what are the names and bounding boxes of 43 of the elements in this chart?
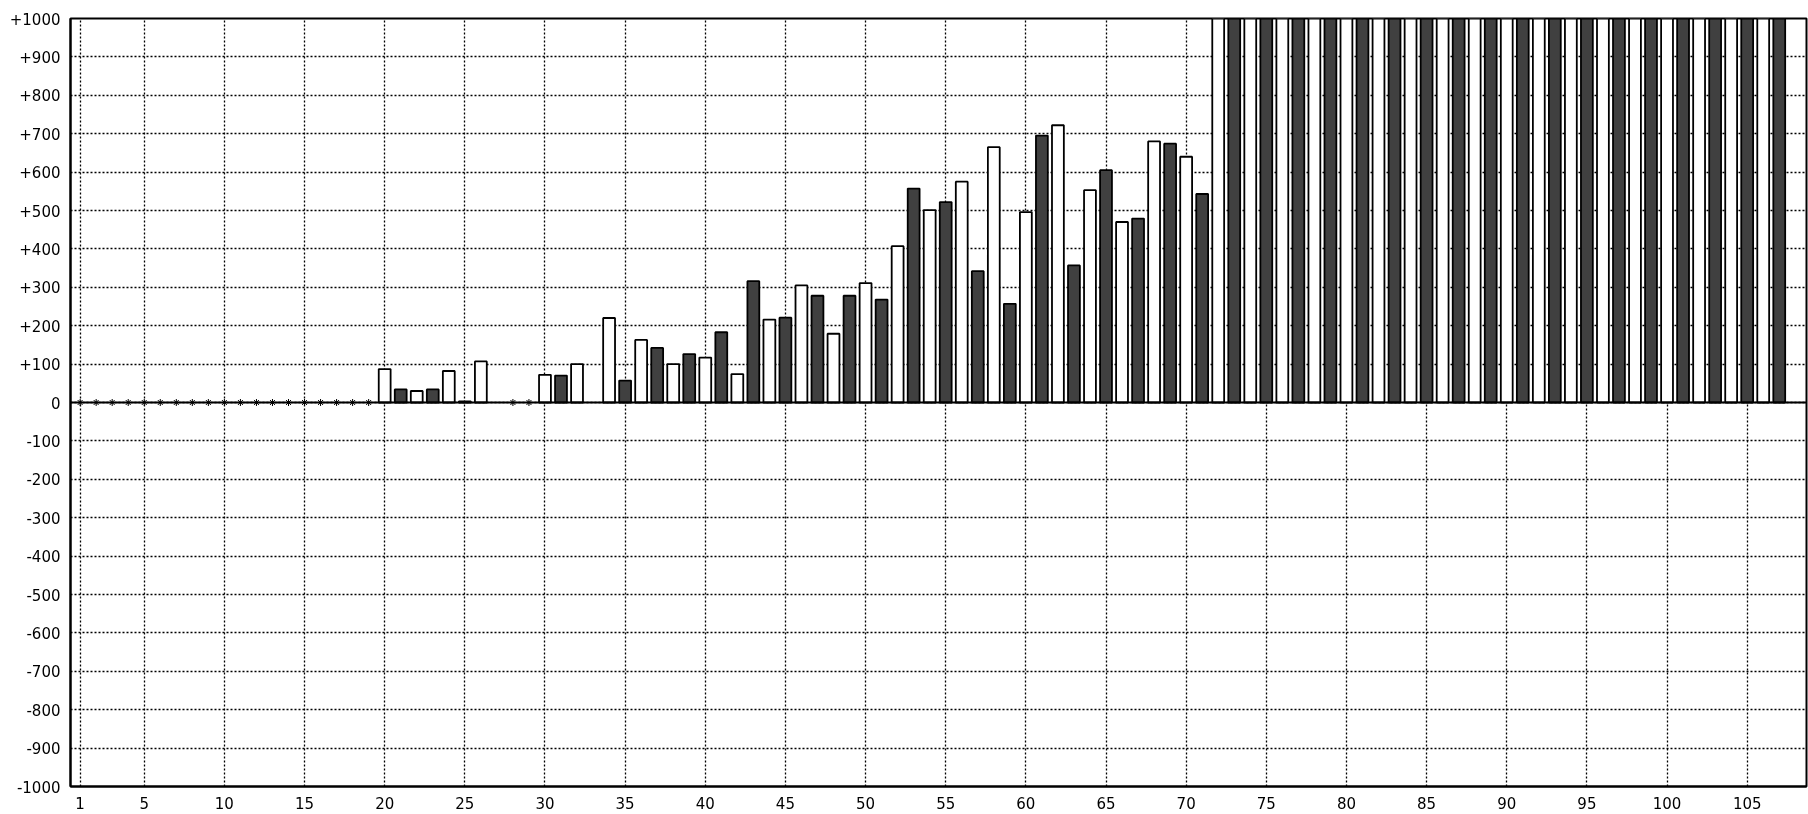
x-tick-label: 90 — [1497, 794, 1517, 813]
x-tick-label: 40 — [695, 794, 715, 813]
y-tick-label: 0 — [50, 394, 61, 413]
x-tick-label: 75 — [1256, 794, 1276, 813]
x-tick-label: 100 — [1652, 794, 1682, 813]
x-tick-label: 1 — [75, 794, 85, 813]
y-tick-label: +100 — [19, 356, 61, 375]
y-tick-label: +900 — [19, 48, 61, 67]
x-tick-label: 30 — [535, 794, 555, 813]
x-tick-label: 35 — [615, 794, 635, 813]
y-tick-label: -500 — [26, 586, 61, 605]
y-tick-label: -200 — [26, 471, 61, 490]
y-tick-label: -300 — [26, 509, 61, 528]
x-tick-label: 70 — [1176, 794, 1196, 813]
x-tick-label: 55 — [936, 794, 956, 813]
x-tick-label: 85 — [1417, 794, 1437, 813]
y-tick-label: +700 — [19, 125, 61, 144]
x-tick-label: 5 — [139, 794, 150, 813]
y-tick-label: +800 — [19, 87, 61, 106]
x-tick-label: 10 — [214, 794, 234, 813]
x-tick-label: 60 — [1016, 794, 1036, 813]
x-tick-label: 45 — [775, 794, 795, 813]
x-tick-label: 95 — [1577, 794, 1597, 813]
y-tick-label: -600 — [26, 624, 61, 643]
y-tick-label: +600 — [19, 164, 61, 183]
y-tick-label: -1000 — [16, 778, 61, 797]
y-tick-label: +300 — [19, 279, 61, 298]
y-tick-label: -400 — [26, 548, 61, 567]
x-tick-label: 50 — [856, 794, 876, 813]
y-tick-label: +1000 — [9, 10, 61, 29]
x-tick-label: 65 — [1096, 794, 1116, 813]
x-tick-label: 25 — [455, 794, 475, 813]
y-tick-label: -800 — [26, 701, 61, 720]
y-tick-label: -100 — [26, 432, 61, 451]
x-tick-label: 15 — [294, 794, 315, 813]
y-tick-label: -900 — [26, 740, 61, 759]
y-tick-label: +200 — [19, 317, 61, 336]
y-tick-label: +500 — [19, 202, 61, 221]
x-tick-label: 80 — [1336, 794, 1356, 813]
x-tick-label: 105 — [1732, 794, 1762, 813]
x-tick-label: 20 — [375, 794, 395, 813]
y-tick-label: -700 — [26, 663, 61, 682]
y-tick-label: +400 — [19, 240, 61, 259]
